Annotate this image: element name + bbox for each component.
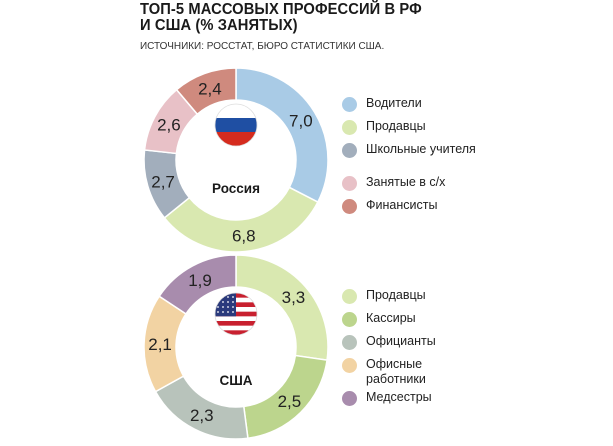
usa-flag-icon (214, 292, 258, 336)
legend-item-продавцы: Продавцы (342, 288, 476, 304)
legend-swatch (342, 289, 357, 304)
data-label-продавцы: 3,3 (282, 288, 306, 307)
slice-медсестры (158, 254, 237, 315)
chart-title-line-2: И США (% ЗАНЯТЫХ) (140, 17, 298, 34)
legend-swatch (342, 97, 357, 112)
data-label-водители: 7,0 (289, 111, 313, 130)
legend-swatch (342, 312, 357, 327)
legend-label: Кассиры (366, 311, 416, 325)
data-label-офисные-работники: 2,1 (148, 335, 172, 354)
legend-item-школьные-учителя: Школьные учителя (342, 142, 476, 158)
legend-label: Офисные работники (366, 357, 426, 386)
data-label-продавцы: 6,8 (232, 227, 256, 246)
data-label-медсестры: 1,9 (188, 271, 212, 290)
legend-item-официанты: Официанты (342, 334, 476, 350)
legend-swatch (342, 335, 357, 350)
legend-item-финансисты: Финансисты (342, 198, 476, 214)
legend-item-медсестры: Медсестры (342, 390, 476, 406)
country-label: США (219, 373, 252, 388)
legend-label: Занятые в с/х (366, 175, 446, 189)
legend-item-кассиры: Кассиры (342, 311, 476, 327)
legend-label: Официанты (366, 334, 436, 348)
donut-chart-0: 7,0 6,8 2,7 2,6 2,4 Россия (143, 67, 329, 253)
legend-swatch (342, 143, 357, 158)
data-label-финансисты: 2,4 (198, 80, 222, 99)
legend-swatch (342, 391, 357, 406)
legend-swatch (342, 120, 357, 135)
slice-финансисты (175, 67, 237, 116)
legend-label: Школьные учителя (366, 142, 476, 156)
legend-swatch (342, 199, 357, 214)
data-label-школьные-учителя: 2,7 (151, 172, 175, 191)
donut-chart-1: 3,3 2,5 2,3 2,1 1,9 США (143, 254, 329, 440)
data-label-занятые-в-с-х: 2,6 (157, 115, 181, 134)
chart-title-line-1: ТОП-5 МАССОВЫХ ПРОФЕССИЙ В РФ (140, 1, 422, 18)
data-label-официанты: 2,3 (190, 406, 214, 425)
russia-flag-icon (214, 103, 258, 147)
data-label-кассиры: 2,5 (278, 392, 302, 411)
legend-swatch (342, 358, 357, 373)
source-note: ИСТОЧНИКИ: РОССТАТ, БЮРО СТАТИСТИКИ США. (140, 40, 385, 52)
legend-item-офисные-работники: Офисные работники (342, 357, 476, 387)
country-label: Россия (212, 181, 260, 196)
legend-item-занятые-в-с-х: Занятые в с/х (342, 175, 476, 191)
legend-label: Медсестры (366, 390, 432, 404)
legend-swatch (342, 176, 357, 191)
chart-title: ТОП-5 МАССОВЫХ ПРОФЕССИЙ В РФ И США (% З… (140, 2, 508, 34)
legend-item-водители: Водители (342, 96, 476, 112)
legend-label: Водители (366, 96, 422, 110)
legend-label: Финансисты (366, 198, 438, 212)
legend-item-продавцы: Продавцы (342, 119, 476, 135)
legend-label: Продавцы (366, 119, 426, 133)
legend-label: Продавцы (366, 288, 426, 302)
